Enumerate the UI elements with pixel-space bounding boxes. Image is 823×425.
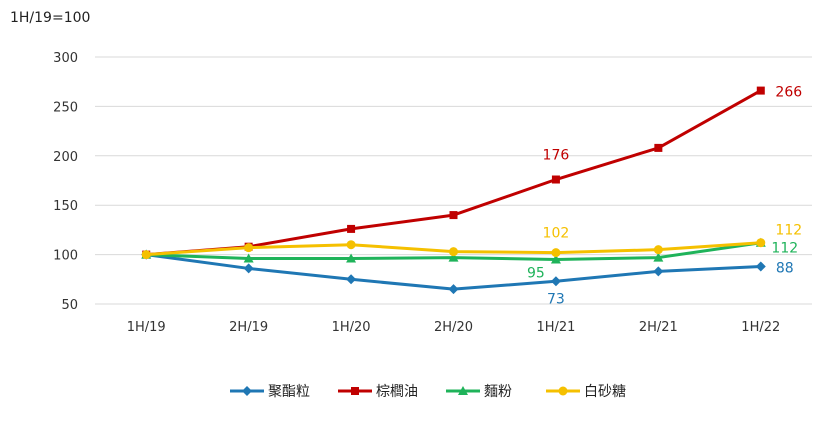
legend-item: 棕櫚油 — [338, 384, 418, 400]
data-label: 266 — [775, 85, 802, 101]
series-line — [146, 89, 762, 257]
legend-marker — [558, 386, 568, 396]
data-point — [653, 245, 663, 255]
data-point — [346, 240, 356, 250]
legend-marker — [458, 386, 468, 395]
data-labels: 73 88 176 266 95 112 102 112 — [527, 85, 802, 308]
y-tick-label: 50 — [61, 298, 78, 313]
data-point — [141, 250, 151, 260]
data-point — [550, 276, 561, 287]
x-axis: 1H/19 2H/19 1H/20 2H/20 1H/21 2H/21 1H/22 — [127, 320, 781, 335]
y-tick-label: 150 — [53, 199, 78, 214]
legend-label: 白砂糖 — [584, 384, 626, 400]
legend: 聚酯粒 棕櫚油 麵粉 白砂糖 — [230, 384, 626, 400]
data-point — [448, 284, 459, 295]
data-point — [346, 274, 357, 285]
x-tick-label: 2H/20 — [434, 320, 473, 335]
series-group — [141, 86, 766, 295]
data-point — [243, 253, 254, 263]
y-tick-label: 100 — [53, 249, 78, 264]
legend-label: 聚酯粒 — [268, 384, 310, 400]
x-tick-label: 1H/20 — [332, 320, 371, 335]
data-point — [346, 253, 357, 263]
legend-item: 麵粉 — [446, 384, 512, 400]
legend-label: 麵粉 — [484, 384, 512, 400]
data-point — [347, 224, 356, 233]
legend-label: 棕櫚油 — [376, 384, 418, 400]
data-label: 112 — [775, 223, 802, 239]
legend-marker — [351, 387, 359, 395]
x-tick-label: 2H/21 — [639, 320, 678, 335]
y-tick-label: 200 — [53, 150, 78, 165]
data-point — [653, 266, 664, 277]
data-label: 176 — [543, 148, 570, 164]
data-point — [551, 248, 561, 258]
data-label: 95 — [527, 266, 545, 282]
y-tick-label: 300 — [53, 51, 78, 66]
y-axis: 50 100 150 200 250 300 — [53, 51, 78, 313]
x-tick-label: 1H/21 — [536, 320, 575, 335]
legend-item: 聚酯粒 — [230, 384, 310, 400]
x-tick-label: 1H/19 — [127, 320, 166, 335]
data-point — [449, 211, 458, 220]
data-point — [448, 252, 459, 262]
grid — [95, 56, 812, 305]
data-point — [551, 175, 560, 184]
index-note: 1H/19=100 — [10, 10, 90, 26]
data-label: 88 — [776, 260, 794, 276]
data-point — [653, 252, 664, 262]
data-point — [756, 86, 765, 95]
legend-item: 白砂糖 — [546, 384, 626, 400]
y-tick-label: 250 — [53, 100, 78, 115]
data-point — [755, 261, 766, 272]
data-label: 102 — [543, 226, 570, 242]
data-point — [449, 247, 458, 257]
data-label: 112 — [771, 241, 798, 257]
data-point — [654, 143, 663, 152]
x-tick-label: 2H/19 — [229, 320, 268, 335]
data-point — [243, 263, 254, 274]
data-label: 73 — [547, 291, 565, 307]
data-point — [550, 254, 561, 264]
data-point — [756, 238, 766, 248]
x-tick-label: 1H/22 — [741, 320, 780, 335]
legend-marker — [242, 386, 252, 396]
data-point — [244, 243, 254, 253]
